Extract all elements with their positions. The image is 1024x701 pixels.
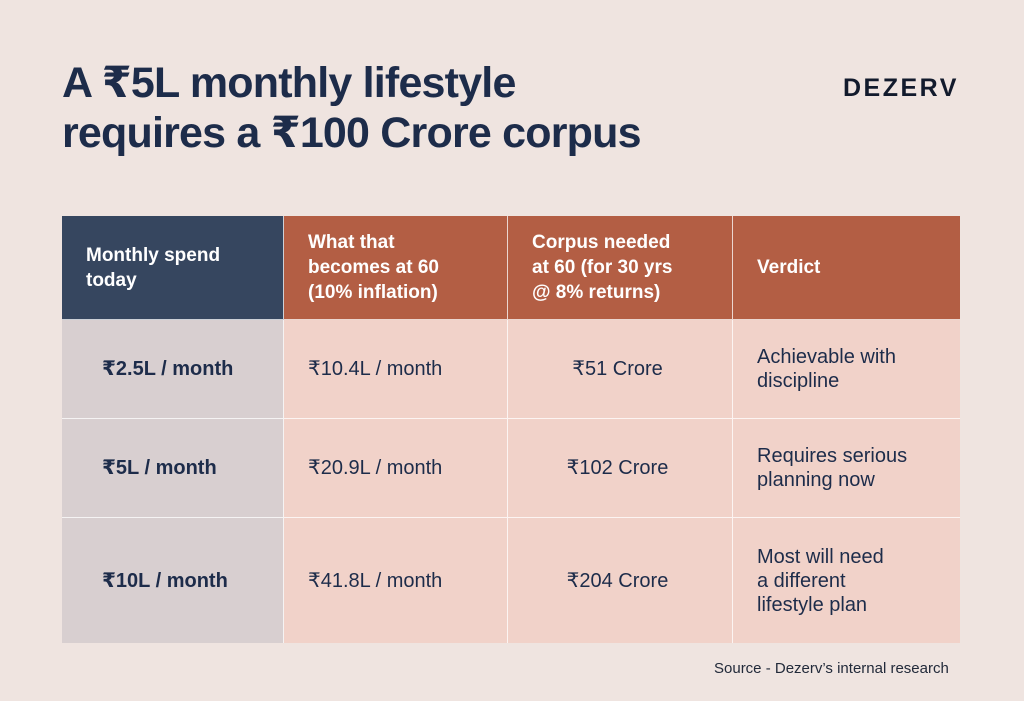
cell-monthly-spend: ₹10L / month (62, 518, 284, 643)
header-line: Corpus needed (532, 232, 671, 253)
verdict-line: discipline (757, 370, 840, 392)
brand-logo: DEZERV (843, 74, 959, 102)
cell-verdict: Achievable with discipline (733, 320, 960, 419)
cell-at-60: ₹10.4L / month (284, 320, 508, 419)
title-line-2: requires a ₹100 Crore corpus (62, 109, 642, 157)
header-line: becomes at 60 (308, 257, 439, 278)
title-line-1: A ₹5L monthly lifestyle (62, 59, 516, 107)
cell-at-60: ₹41.8L / month (284, 518, 508, 643)
header-line: Monthly spend (86, 244, 221, 266)
header-monthly-spend: Monthly spend today (62, 216, 284, 320)
header-line: @ 8% returns) (532, 282, 661, 303)
header-line: What that (308, 232, 395, 253)
page-title: A ₹5L monthly lifestyle requires a ₹100 … (62, 58, 822, 158)
source-note: Source - Dezerv’s internal research (714, 660, 949, 677)
cell-corpus: ₹51 Crore (508, 320, 733, 419)
header-line: Verdict (757, 257, 821, 278)
comparison-table: Monthly spend today What that becomes at… (62, 216, 960, 643)
cell-monthly-spend: ₹5L / month (62, 419, 284, 518)
cell-verdict: Most will need a different lifestyle pla… (733, 518, 960, 643)
cell-corpus: ₹102 Crore (508, 419, 733, 518)
header-corpus-needed: Corpus needed at 60 (for 30 yrs @ 8% ret… (508, 216, 733, 320)
verdict-line: planning now (757, 469, 875, 491)
header-line: at 60 (for 30 yrs (532, 257, 673, 278)
header-line: today (86, 269, 137, 291)
verdict-line: a different (757, 569, 846, 592)
verdict-line: Achievable with (757, 346, 896, 368)
header-verdict: Verdict (733, 216, 960, 320)
cell-at-60: ₹20.9L / month (284, 419, 508, 518)
header-at-60: What that becomes at 60 (10% inflation) (284, 216, 508, 320)
cell-corpus: ₹204 Crore (508, 518, 733, 643)
cell-verdict: Requires serious planning now (733, 419, 960, 518)
cell-monthly-spend: ₹2.5L / month (62, 320, 284, 419)
header-line: (10% inflation) (308, 282, 438, 303)
verdict-line: Most will need (757, 545, 884, 568)
verdict-line: Requires serious (757, 445, 908, 467)
verdict-line: lifestyle plan (757, 593, 868, 616)
